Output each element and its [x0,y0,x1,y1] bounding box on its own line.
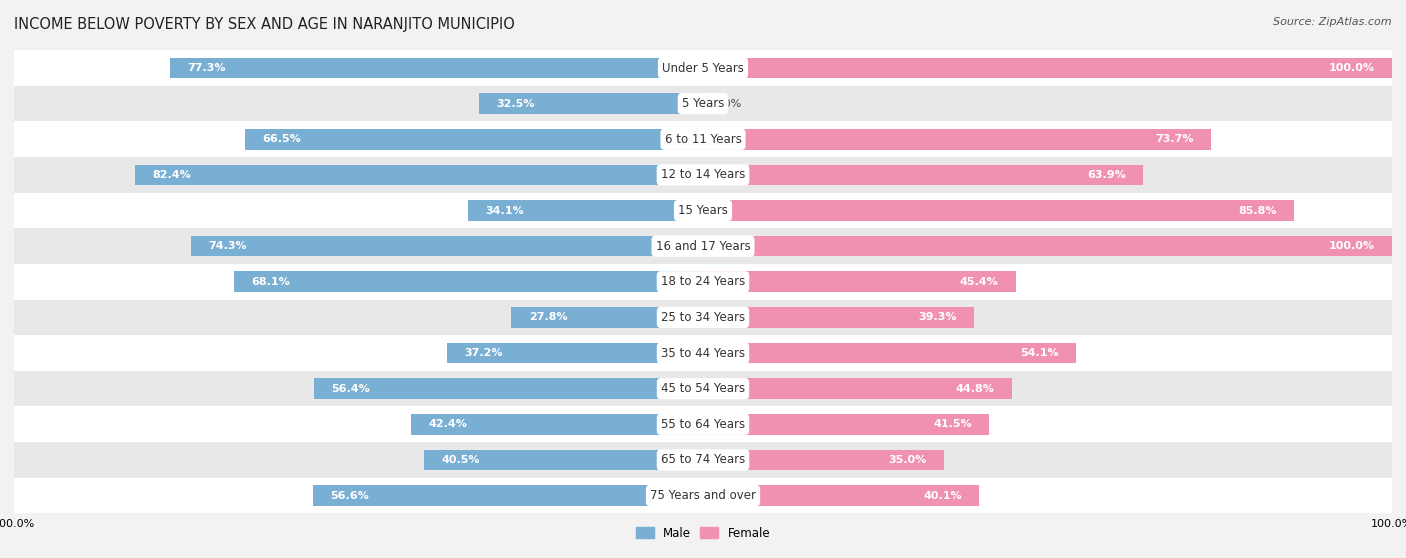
Text: 40.5%: 40.5% [441,455,479,465]
Text: 6 to 11 Years: 6 to 11 Years [665,133,741,146]
Bar [233,271,703,292]
Text: 35 to 44 Years: 35 to 44 Years [661,347,745,359]
Text: 100.0%: 100.0% [1329,63,1375,73]
Bar [135,165,703,185]
Bar [7,157,1399,193]
Bar [7,122,1399,157]
Bar [7,228,1399,264]
Text: 45.4%: 45.4% [960,277,998,287]
Text: 12 to 14 Years: 12 to 14 Years [661,169,745,181]
Text: 40.1%: 40.1% [924,490,962,501]
Text: Source: ZipAtlas.com: Source: ZipAtlas.com [1274,17,1392,27]
Text: 5 Years: 5 Years [682,97,724,110]
Bar [703,343,1076,363]
Text: 66.5%: 66.5% [262,134,301,145]
Bar [703,200,1294,221]
Bar [512,307,703,328]
Text: 37.2%: 37.2% [464,348,502,358]
Text: 77.3%: 77.3% [187,63,226,73]
Bar [7,264,1399,300]
Text: 27.8%: 27.8% [529,312,568,323]
Text: 15 Years: 15 Years [678,204,728,217]
Bar [703,485,979,506]
Text: 44.8%: 44.8% [956,384,994,393]
Bar [703,378,1012,399]
Bar [703,165,1143,185]
Bar [7,50,1399,86]
Bar [7,406,1399,442]
Text: 35.0%: 35.0% [889,455,927,465]
Text: 73.7%: 73.7% [1154,134,1194,145]
Bar [170,57,703,78]
Bar [191,236,703,257]
Bar [7,371,1399,406]
Bar [7,335,1399,371]
Text: Under 5 Years: Under 5 Years [662,61,744,75]
Text: 32.5%: 32.5% [496,99,534,109]
Text: 55 to 64 Years: 55 to 64 Years [661,418,745,431]
Bar [7,300,1399,335]
Text: 45 to 54 Years: 45 to 54 Years [661,382,745,395]
Bar [7,193,1399,228]
Text: 25 to 34 Years: 25 to 34 Years [661,311,745,324]
Bar [479,93,703,114]
Text: 42.4%: 42.4% [427,419,467,429]
Bar [7,86,1399,122]
Text: 75 Years and over: 75 Years and over [650,489,756,502]
Bar [411,414,703,435]
Bar [447,343,703,363]
Text: 41.5%: 41.5% [934,419,972,429]
Text: 39.3%: 39.3% [918,312,956,323]
Bar [703,307,974,328]
Bar [703,236,1392,257]
Bar [468,200,703,221]
Text: 16 and 17 Years: 16 and 17 Years [655,240,751,253]
Bar [703,129,1211,150]
Text: 82.4%: 82.4% [152,170,191,180]
Text: 85.8%: 85.8% [1239,205,1277,215]
Text: 18 to 24 Years: 18 to 24 Years [661,275,745,288]
Text: 0.0%: 0.0% [713,99,741,109]
Text: 68.1%: 68.1% [252,277,290,287]
Text: 65 to 74 Years: 65 to 74 Years [661,454,745,466]
Text: 56.4%: 56.4% [332,384,370,393]
Legend: Male, Female: Male, Female [631,522,775,545]
Bar [425,450,703,470]
Bar [703,57,1392,78]
Text: 100.0%: 100.0% [1329,241,1375,251]
Text: 54.1%: 54.1% [1019,348,1059,358]
Bar [703,450,945,470]
Text: 74.3%: 74.3% [208,241,247,251]
Bar [315,378,703,399]
Text: INCOME BELOW POVERTY BY SEX AND AGE IN NARANJITO MUNICIPIO: INCOME BELOW POVERTY BY SEX AND AGE IN N… [14,17,515,32]
Bar [245,129,703,150]
Bar [7,478,1399,513]
Bar [7,442,1399,478]
Text: 34.1%: 34.1% [485,205,524,215]
Bar [314,485,703,506]
Text: 63.9%: 63.9% [1087,170,1126,180]
Bar [703,414,988,435]
Text: 56.6%: 56.6% [330,490,368,501]
Bar [703,271,1015,292]
